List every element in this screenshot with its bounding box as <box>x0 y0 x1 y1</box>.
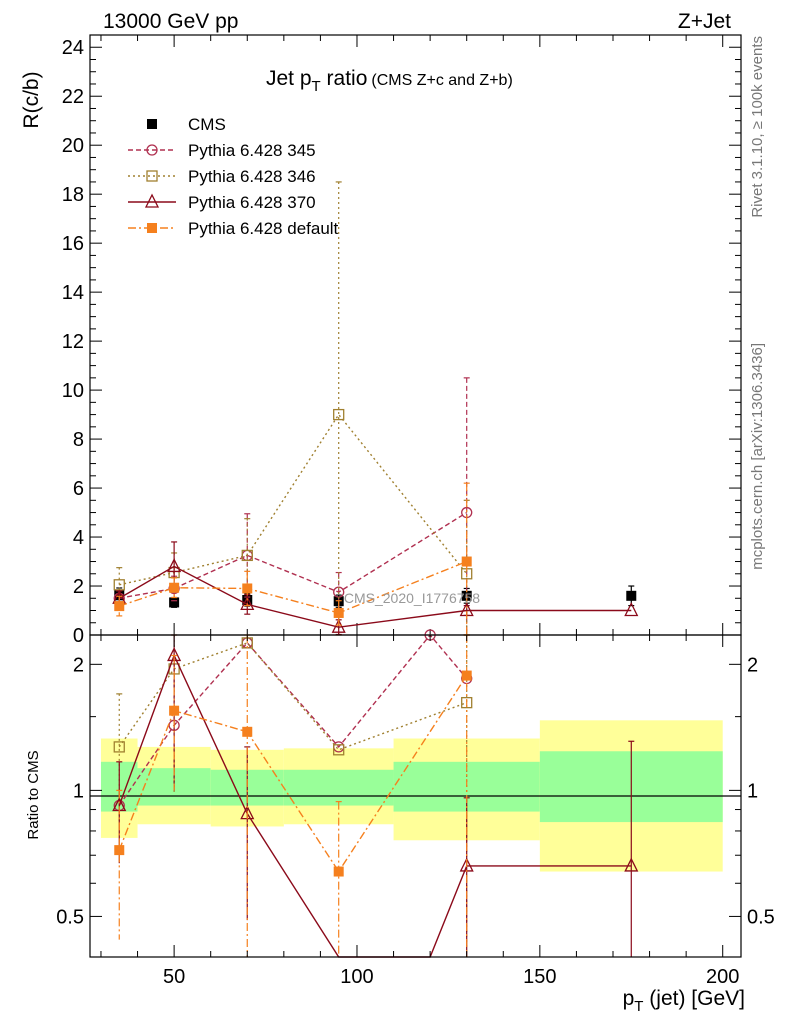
ratio-line <box>118 642 467 751</box>
legend-marker <box>147 119 157 129</box>
ratio-point <box>461 696 473 709</box>
legend-label: Pythia 6.428 346 <box>188 167 316 186</box>
watermark: CMS_2020_I1776758 <box>344 590 480 606</box>
legend-label: CMS <box>188 115 226 134</box>
ratio-ytick-label-right: 2 <box>747 654 758 676</box>
mcplots-label: mcplots.cern.ch [arXiv:1306.3436] <box>749 343 766 570</box>
series-line <box>119 511 468 599</box>
main-ytick-label: 18 <box>62 184 84 206</box>
ratio-ytick-label: 2 <box>73 654 84 676</box>
main-ylabel: R(c/b) <box>20 71 43 128</box>
ratio-point <box>624 857 639 872</box>
header-left: 13000 GeV pp <box>103 10 238 33</box>
ratio-ytick-label: 1 <box>73 780 84 802</box>
main-ytick-label: 24 <box>62 37 84 59</box>
ratio-panel: 0.5 0.5 1 1 2 2 50 100 150 200 <box>56 629 775 988</box>
ratio-point <box>169 705 180 716</box>
legend-label: Pythia 6.428 370 <box>188 193 316 212</box>
legend-label: Pythia 6.428 default <box>188 219 339 238</box>
ratio-frame <box>89 634 742 958</box>
main-series <box>112 181 639 636</box>
data-point <box>241 549 253 562</box>
ratio-point <box>333 744 345 756</box>
legend-marker <box>147 223 157 233</box>
series-line <box>118 565 632 628</box>
ratio-ytick-label-right: 0.5 <box>747 906 775 928</box>
main-ytick-label: 4 <box>73 527 84 549</box>
ratio-xtick-label: 150 <box>523 966 556 988</box>
legend-item: Pythia 6.428 default <box>128 219 339 238</box>
ratio-xtick-label: 50 <box>163 966 185 988</box>
data-point <box>333 607 344 618</box>
data-point <box>113 579 125 591</box>
main-ytick-label: 6 <box>73 478 84 500</box>
data-point <box>167 557 182 573</box>
band-inner <box>283 769 394 806</box>
ratio-xtick-label: 200 <box>706 966 739 988</box>
main-ytick-label: 2 <box>73 576 84 598</box>
legend-item: Pythia 6.428 370 <box>128 193 316 212</box>
data-point <box>461 556 472 567</box>
series-line <box>119 413 468 586</box>
ratio-point <box>333 866 344 877</box>
ratio-point <box>114 845 125 856</box>
main-ytick-label: 10 <box>62 380 84 402</box>
rivet-label: Rivet 3.1.10, ≥ 100k events <box>749 36 766 218</box>
ratio-line <box>118 633 468 806</box>
data-point <box>626 590 637 601</box>
ratio-point <box>113 741 125 753</box>
ratio-point <box>242 726 253 737</box>
data-point <box>169 582 180 593</box>
data-point <box>624 602 639 617</box>
data-point <box>114 601 125 612</box>
legend-label: Pythia 6.428 345 <box>188 141 316 160</box>
series-pythia-6-428-346 <box>113 181 473 636</box>
ratio-ytick-label: 0.5 <box>56 906 84 928</box>
ratio-ytick-label-right: 1 <box>747 780 758 802</box>
data-point <box>242 583 253 594</box>
data-point <box>333 408 345 421</box>
legend-marker <box>146 144 158 156</box>
ratio-ticks: 0.5 0.5 1 1 2 2 50 100 150 200 <box>56 635 775 988</box>
series-pythia-6-428-default <box>114 482 472 636</box>
main-ytick-label: 22 <box>62 86 84 108</box>
x-axis-label: pT (jet) [GeV] <box>623 987 745 1015</box>
main-ytick-label: 0 <box>73 625 84 647</box>
legend-item: CMS <box>147 115 226 134</box>
data-point <box>169 597 180 608</box>
legend-item: Pythia 6.428 345 <box>128 141 316 160</box>
legend-marker <box>144 193 160 208</box>
data-point <box>240 595 255 611</box>
ratio-ylabel: Ratio to CMS <box>25 750 42 839</box>
main-ytick-label: 8 <box>73 429 84 451</box>
legend-marker <box>146 170 158 182</box>
main-ytick-label: 16 <box>62 233 84 255</box>
chart-title: Jet pT ratio (CMS Z+c and Z+b) <box>266 67 513 95</box>
header-right: Z+Jet <box>678 10 731 33</box>
main-ytick-label: 14 <box>62 282 84 304</box>
main-ytick-label: 12 <box>62 331 84 353</box>
ratio-xtick-label: 100 <box>340 966 373 988</box>
legend-item: Pythia 6.428 346 <box>128 167 316 186</box>
ratio-series <box>112 629 639 958</box>
legend: CMS Pythia 6.428 345 Pythia 6.428 346 Pythi… <box>128 115 339 238</box>
main-ytick-label: 20 <box>62 135 84 157</box>
ratio-point <box>461 670 472 681</box>
data-point <box>331 618 346 633</box>
